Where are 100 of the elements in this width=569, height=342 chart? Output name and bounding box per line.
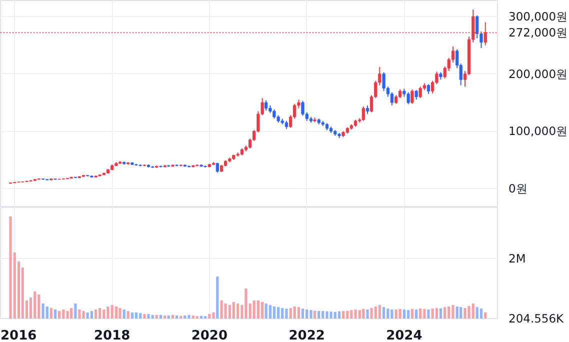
bar	[102, 310, 106, 318]
bar	[293, 306, 296, 318]
bar	[94, 310, 98, 318]
candlestick	[264, 100, 268, 112]
bar	[464, 308, 466, 318]
bar	[338, 311, 341, 318]
bar	[130, 312, 134, 318]
candlestick	[390, 92, 394, 106]
bar	[98, 308, 102, 318]
x-tick-label: 2016	[0, 328, 37, 342]
bar	[330, 312, 332, 318]
bar	[256, 300, 260, 318]
candlestick	[426, 84, 430, 94]
bar	[9, 216, 12, 318]
bar	[456, 306, 458, 318]
bar	[122, 310, 126, 318]
bar	[82, 311, 85, 318]
bar	[62, 310, 65, 318]
bar	[472, 304, 474, 318]
bar	[42, 304, 44, 318]
bar	[306, 310, 308, 318]
bar	[272, 306, 276, 318]
bar	[439, 308, 442, 318]
bar	[264, 304, 268, 318]
bar	[448, 306, 450, 318]
bar	[159, 314, 162, 318]
bar	[354, 310, 357, 318]
bar	[236, 304, 240, 318]
bar	[126, 311, 130, 318]
bar	[476, 307, 478, 318]
bar	[50, 308, 52, 318]
bar	[58, 311, 61, 318]
bar	[423, 308, 426, 318]
bar	[46, 306, 48, 318]
candlestick	[410, 88, 414, 104]
bar	[301, 308, 304, 318]
bar	[232, 302, 235, 318]
bar	[398, 308, 402, 318]
bar	[208, 314, 211, 318]
bar	[285, 308, 288, 318]
bar	[192, 316, 194, 318]
bar	[378, 305, 381, 318]
bar	[110, 305, 114, 318]
candlestick	[362, 106, 365, 122]
bar	[374, 306, 377, 318]
bar	[151, 314, 154, 318]
bar	[444, 307, 446, 318]
candlestick	[418, 86, 422, 98]
candlestick	[476, 14, 479, 39]
bar	[342, 311, 345, 318]
bar	[188, 314, 190, 318]
bar	[114, 306, 118, 318]
bar	[86, 312, 89, 318]
bar	[394, 310, 398, 318]
bar	[252, 300, 256, 318]
bar	[220, 300, 223, 318]
bar	[350, 310, 353, 318]
bar	[297, 307, 300, 318]
bar	[427, 310, 430, 318]
bar	[155, 314, 158, 318]
x-tick-label: 2020	[191, 328, 228, 342]
bar	[228, 305, 231, 318]
bar	[147, 314, 150, 318]
y-tick-label: 300,000원	[508, 10, 568, 24]
bar	[370, 308, 373, 318]
bar	[54, 310, 57, 318]
x-tick-label: 2024	[386, 328, 422, 342]
bar	[318, 311, 320, 318]
bar	[224, 304, 227, 318]
text: 204.556K	[508, 312, 564, 326]
bar	[415, 310, 418, 318]
bar	[281, 308, 284, 318]
y-tick-label: 100,000원	[508, 124, 568, 138]
bar	[118, 308, 122, 318]
bar	[216, 276, 219, 318]
bar	[407, 310, 410, 318]
y-tick-label: 200,000원	[508, 66, 568, 81]
bar	[382, 307, 386, 318]
bar	[435, 308, 438, 318]
bar	[164, 316, 166, 318]
x-tick-label: 2018	[94, 328, 130, 342]
bar	[431, 308, 434, 318]
bar	[70, 308, 73, 318]
bar	[106, 306, 110, 318]
bar	[277, 307, 280, 318]
bar	[468, 306, 470, 318]
bar	[346, 310, 349, 318]
bar	[410, 308, 414, 318]
candlestick	[272, 108, 276, 120]
bar	[248, 304, 252, 318]
candlestick	[301, 100, 304, 116]
bar	[402, 310, 406, 318]
bar	[289, 308, 292, 318]
bar	[261, 302, 264, 318]
bar	[34, 292, 36, 318]
bar	[322, 311, 324, 318]
bar	[171, 314, 174, 318]
bar	[74, 304, 77, 318]
bar	[452, 305, 454, 318]
bar	[268, 305, 272, 318]
